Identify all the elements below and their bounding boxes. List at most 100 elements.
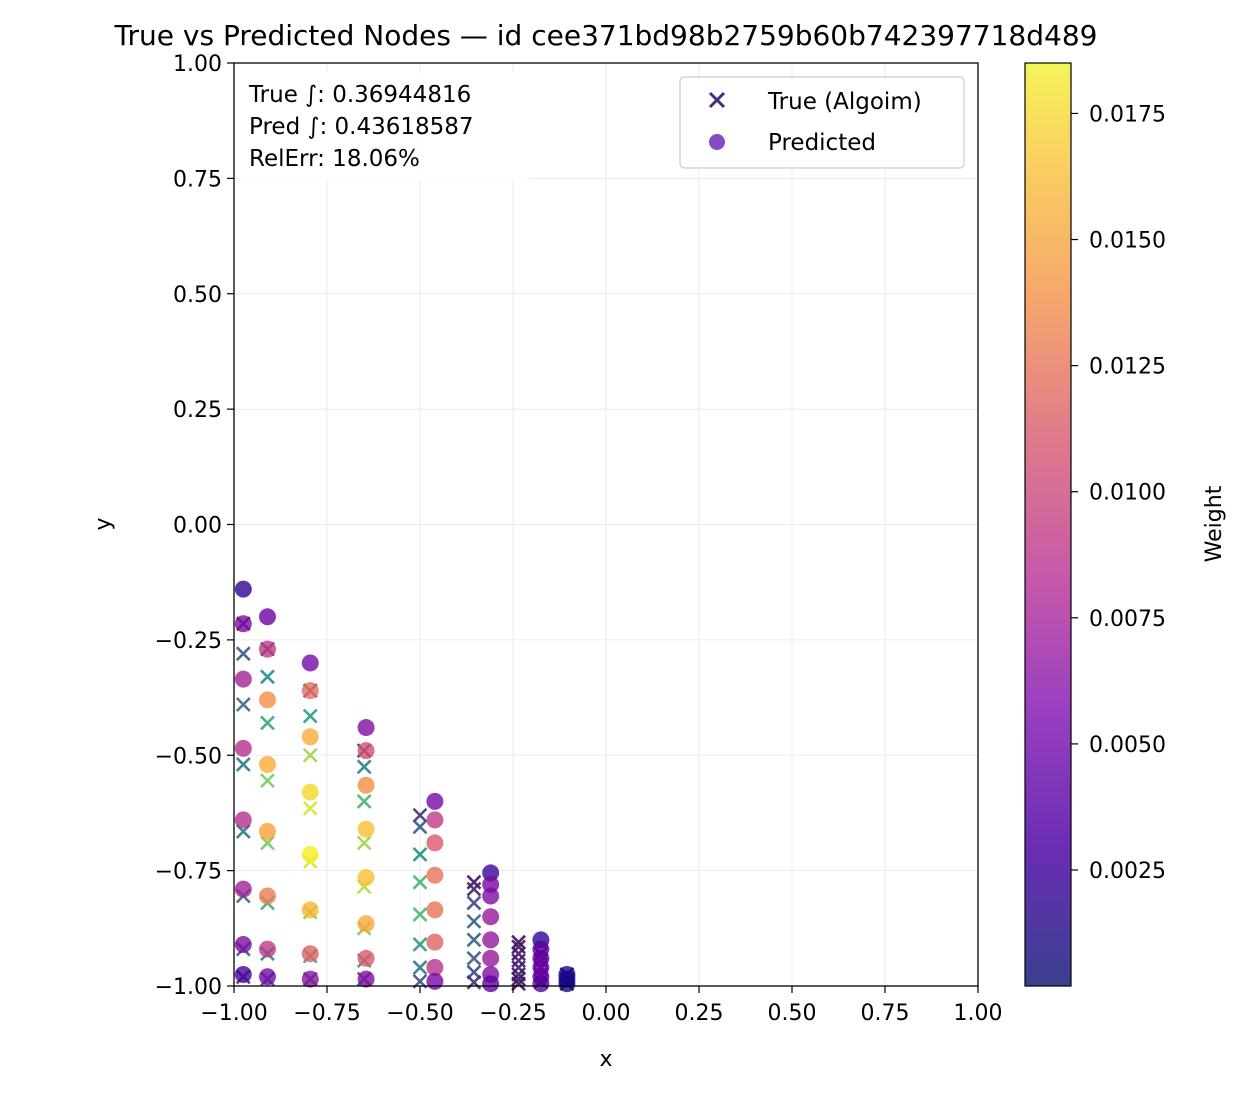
annotation-true-integral: True ∫: 0.36944816 (248, 82, 471, 108)
y-tick-label: 0.00 (173, 514, 222, 539)
true-point (412, 937, 428, 952)
predicted-point (234, 580, 252, 598)
legend-circle-marker (709, 134, 725, 150)
legend-entry-predicted: Predicted (709, 130, 876, 156)
true-point (302, 747, 318, 763)
annotation-relerr: RelErr: 18.06% (249, 146, 420, 172)
true-point (235, 646, 251, 662)
y-tick-label: −1.00 (155, 975, 222, 1000)
predicted-point (301, 845, 319, 863)
predicted-point (258, 822, 276, 840)
predicted-point (426, 901, 444, 919)
true-point (302, 708, 318, 724)
grid (233, 62, 979, 987)
plot-area: −1.00 −0.75 −0.50 −0.25 0.00 0.25 0.50 0.75 1.00… (155, 52, 1003, 1026)
x-tick-label: 1.00 (954, 1001, 1003, 1026)
predicted-point (482, 949, 500, 967)
predicted-point (234, 811, 252, 829)
colorbar-tick-label: 0.0075 (1089, 607, 1166, 632)
y-axis-label: y (91, 517, 116, 530)
y-tick-label: −0.25 (155, 629, 222, 654)
annotation-pred-integral: Pred ∫: 0.43618587 (249, 114, 474, 140)
x-tick-label: 0.50 (768, 1001, 817, 1026)
predicted-point (301, 728, 319, 746)
x-tick-label: −0.25 (479, 1001, 546, 1026)
true-point (356, 835, 372, 851)
x-axis-label: x (599, 1047, 612, 1072)
colorbar-gradient (1024, 62, 1072, 987)
predicted-point (482, 908, 500, 926)
y-tick-label: −0.75 (155, 860, 222, 885)
predicted-point (426, 834, 444, 852)
true-point (302, 800, 318, 816)
legend-entry-true: True (Algoim) (708, 89, 922, 115)
predicted-point (258, 608, 276, 626)
predicted-point (357, 742, 375, 760)
predicted-point (301, 783, 319, 801)
true-point (511, 934, 526, 950)
y-tick-label: 1.00 (173, 52, 222, 77)
chart-title: True vs Predicted Nodes — id cee371bd98b… (114, 19, 1098, 52)
predicted-point (234, 615, 252, 633)
true-point (466, 895, 482, 911)
true-point (235, 757, 251, 772)
colorbar-tick-label: 0.0175 (1089, 102, 1166, 127)
legend-frame (679, 76, 965, 169)
predicted-point (301, 945, 319, 963)
true-point (466, 950, 482, 966)
colorbar-tick-label: 0.0025 (1089, 859, 1166, 884)
colorbar-label: Weight (1202, 485, 1227, 562)
y-axis-ticks: −1.00 −0.75 −0.50 −0.25 0.00 0.25 0.50 0.75 1.00 (155, 52, 234, 1000)
predicted-point (357, 719, 375, 737)
x-axis-ticks: −1.00 −0.75 −0.50 −0.25 0.00 0.25 0.50 0.75 1.00 (200, 986, 1002, 1026)
true-point (511, 976, 526, 992)
predicted-point (301, 901, 319, 919)
y-tick-label: −0.50 (155, 744, 222, 769)
predicted-point (258, 640, 276, 658)
x-tick-label: 0.75 (861, 1001, 910, 1026)
true-point (260, 669, 275, 685)
x-tick-label: 0.25 (675, 1001, 724, 1026)
predicted-point (301, 654, 319, 672)
legend: True (Algoim) Predicted (679, 76, 965, 169)
predicted-point (357, 776, 375, 794)
predicted-points (234, 580, 576, 993)
predicted-point (301, 970, 319, 988)
true-point (412, 907, 428, 922)
colorbar-tick-label: 0.0150 (1089, 229, 1166, 254)
predicted-point (558, 975, 576, 993)
true-point (412, 807, 428, 823)
predicted-point (234, 880, 252, 898)
annotation-box: True ∫: 0.36944816 Pred ∫: 0.43618587 Re… (240, 72, 530, 180)
predicted-point (357, 869, 375, 887)
true-point (412, 847, 428, 862)
predicted-point (426, 933, 444, 951)
predicted-point (426, 792, 444, 810)
y-tick-label: 0.25 (173, 398, 222, 423)
colorbar-tick-label: 0.0125 (1089, 355, 1166, 380)
x-tick-label: −0.50 (386, 1001, 453, 1026)
predicted-point (426, 811, 444, 829)
predicted-point (357, 949, 375, 967)
predicted-point (234, 670, 252, 688)
predicted-point (482, 975, 500, 993)
true-point (356, 759, 372, 775)
true-point (466, 913, 482, 929)
true-point (412, 960, 428, 975)
annotation-background (240, 72, 530, 180)
colorbar-tick-label: 0.0100 (1089, 481, 1166, 506)
legend-label-predicted: Predicted (768, 130, 876, 156)
predicted-point (234, 935, 252, 953)
predicted-point (258, 755, 276, 773)
predicted-point (357, 915, 375, 933)
predicted-point (357, 970, 375, 988)
predicted-point (234, 739, 252, 757)
predicted-point (357, 820, 375, 838)
x-tick-label: −0.75 (293, 1001, 360, 1026)
x-tick-label: −1.00 (200, 1001, 267, 1026)
legend-x-marker (708, 91, 726, 109)
colorbar-tick-label: 0.0050 (1089, 733, 1166, 758)
true-point (260, 773, 275, 789)
true-point (356, 793, 372, 809)
true-point (412, 819, 428, 835)
